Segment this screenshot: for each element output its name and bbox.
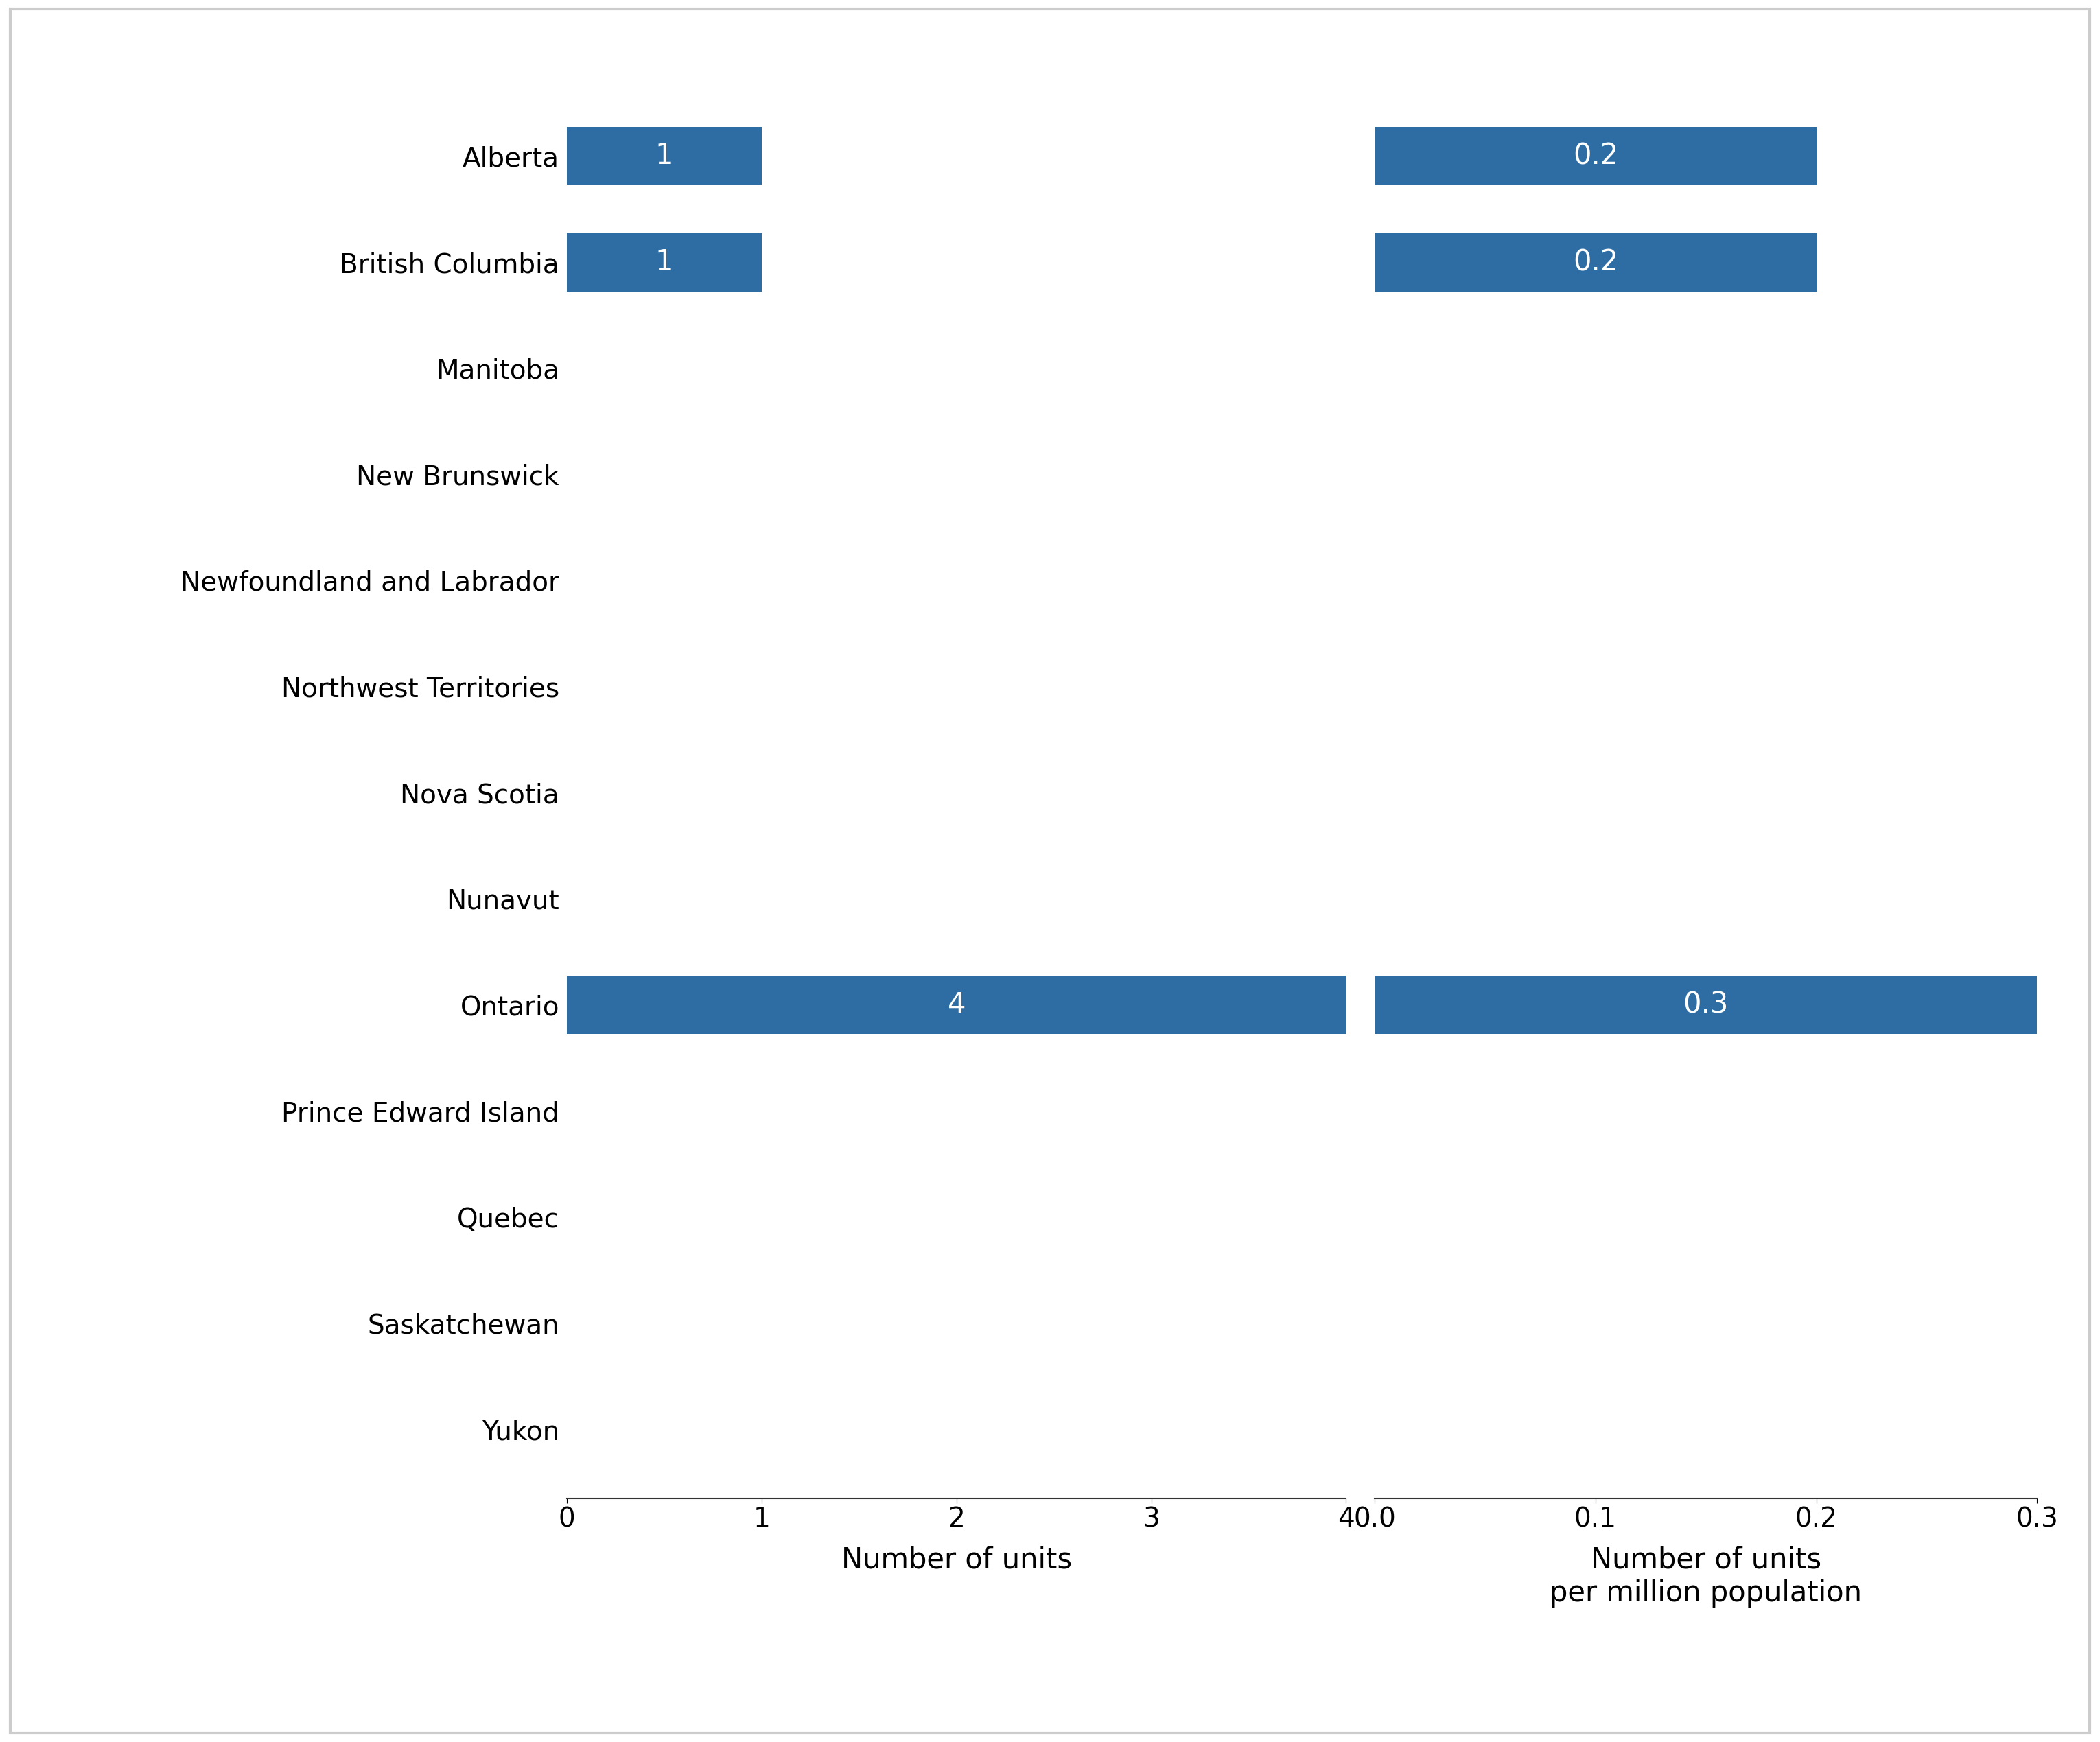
Text: 0.3: 0.3 <box>1682 991 1728 1019</box>
Text: 1: 1 <box>655 141 674 171</box>
Text: 0.2: 0.2 <box>1573 247 1619 277</box>
Bar <box>567 976 1346 1035</box>
Bar <box>567 233 762 291</box>
Bar <box>1376 976 2037 1035</box>
Text: 4: 4 <box>947 991 966 1019</box>
Text: 0.2: 0.2 <box>1573 141 1619 171</box>
Text: 1: 1 <box>655 247 674 277</box>
X-axis label: Number of units
per million population: Number of units per million population <box>1550 1545 1863 1608</box>
Bar <box>1376 127 1816 185</box>
Bar <box>1376 233 1816 291</box>
X-axis label: Number of units: Number of units <box>842 1545 1071 1575</box>
Bar <box>567 127 762 185</box>
